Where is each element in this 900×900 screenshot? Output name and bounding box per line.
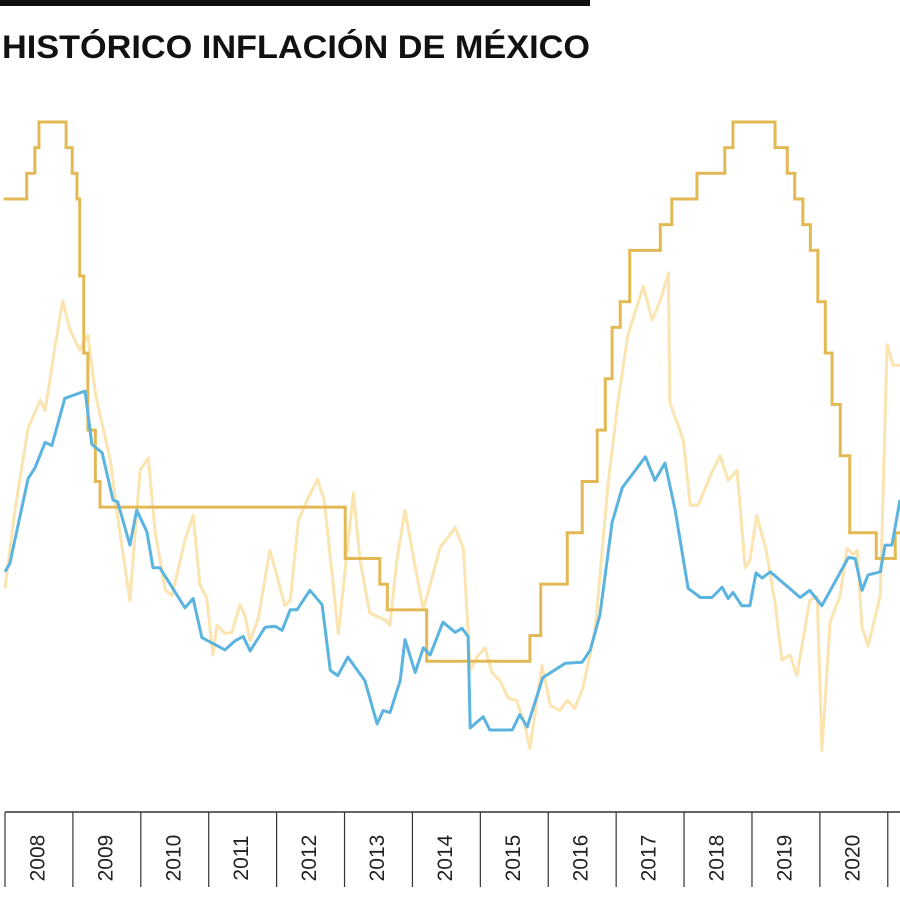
line-series	[3, 271, 900, 753]
x-tick-label: 2012	[298, 835, 321, 882]
x-tick-label: 2013	[366, 835, 389, 882]
line-series	[3, 389, 900, 732]
x-tick-label: 2017	[638, 835, 661, 882]
x-tick-label: 2010	[162, 835, 185, 882]
x-tick-label: 2008	[26, 835, 49, 882]
x-tick-label: 2011	[230, 835, 253, 880]
x-tick-label: 2016	[570, 835, 593, 882]
x-tick-label: 2015	[502, 835, 525, 882]
x-tick-label: 2020	[841, 835, 864, 882]
chart-title: HISTÓRICO INFLACIÓN DE MÉXICO	[2, 29, 590, 65]
x-tick-label: 2014	[434, 834, 457, 881]
x-tick-label: 2009	[94, 835, 117, 882]
x-tick-label: 2018	[706, 835, 729, 882]
x-tick-label: 2019	[773, 835, 796, 882]
title-rule	[0, 0, 590, 6]
